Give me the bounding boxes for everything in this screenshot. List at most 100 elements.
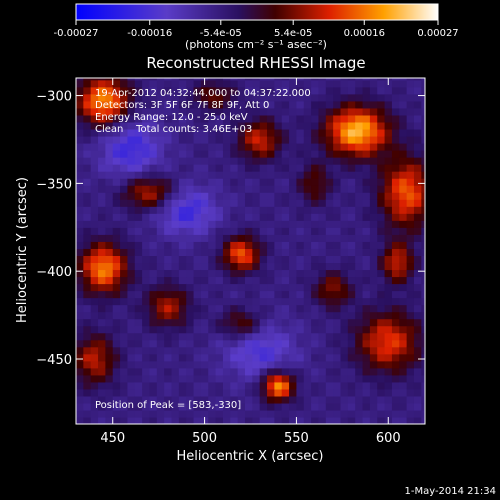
heatmap-cell [311,297,320,306]
heatmap-cell [289,290,298,299]
heatmap-cell [237,121,246,130]
heatmap-cell [215,374,224,383]
heatmap-cell [413,360,422,369]
heatmap-cell [406,388,415,397]
heatmap-cell [259,416,268,424]
heatmap-cell [325,213,334,221]
heatmap-cell [333,171,342,179]
heatmap-cell [391,290,400,299]
heatmap-cell [340,234,349,242]
heatmap-cell [83,262,92,271]
heatmap-cell [90,241,99,249]
heatmap-cell [230,416,239,424]
heatmap-cell [90,353,99,362]
heatmap-cell [90,100,99,109]
heatmap-cell [274,388,283,397]
heatmap-cell [289,178,298,186]
heatmap-cell [142,374,151,383]
heatmap-cell [406,346,415,355]
heatmap-cell [156,367,165,376]
heatmap-cell [333,206,342,214]
heatmap-cell [105,388,114,397]
heatmap-cell [208,269,217,278]
heatmap-cell [83,100,92,109]
heatmap-cell [406,262,415,271]
heatmap-cell [325,318,334,327]
heatmap-cell [200,339,209,348]
heatmap-cell [311,79,320,88]
heatmap-cell [369,150,378,158]
heatmap-cell [413,332,422,341]
heatmap-cell [193,374,202,383]
heatmap-cell [112,339,121,348]
heatmap-cell [267,395,275,404]
heatmap-cell [105,402,114,411]
heatmap-cell [421,135,425,144]
heatmap-cell [222,114,231,123]
heatmap-cell [259,121,268,130]
heatmap-cell [171,255,180,264]
y-tick-label: −300 [36,90,72,105]
heatmap-cell [274,395,283,404]
heatmap-cell [200,353,209,362]
heatmap-cell [399,262,408,271]
heatmap-cell [142,142,151,151]
heatmap-cell [230,332,239,341]
heatmap-cell [230,241,239,249]
heatmap-cell [90,248,99,256]
heatmap-cell [186,100,195,109]
heatmap-cell [142,360,151,369]
heatmap-cell [156,360,165,369]
heatmap-cell [311,178,320,186]
heatmap-cell [391,135,400,144]
heatmap-cell [156,157,165,165]
heatmap-cell [76,381,84,390]
heatmap-cell [281,93,290,102]
heatmap-cell [127,107,136,116]
heatmap-cell [421,164,425,172]
heatmap-cell [105,171,114,179]
heatmap-cell [362,325,371,334]
heatmap-cell [399,206,408,214]
heatmap-cell [377,171,386,179]
heatmap-cell [200,395,209,404]
heatmap-cell [156,128,165,137]
heatmap-cell [156,241,165,249]
heatmap-cell [237,339,246,348]
heatmap-cell [399,227,408,235]
heatmap-cell [391,311,400,320]
heatmap-cell [421,79,425,88]
heatmap-cell [120,171,129,179]
heatmap-cell [178,311,187,320]
heatmap-cell [311,206,320,214]
heatmap-cell [303,185,312,193]
heatmap-cell [391,297,400,306]
heatmap-cell [142,213,151,221]
heatmap-cell [186,248,195,256]
heatmap-cell [296,128,305,137]
heatmap-cell [362,283,371,292]
heatmap-cell [406,199,415,207]
heatmap-cell [164,121,173,130]
heatmap-cell [83,227,92,235]
heatmap-cell [318,367,327,376]
heatmap-cell [347,213,356,221]
heatmap-cell [90,304,99,313]
heatmap-cell [244,402,253,411]
heatmap-cell [399,395,408,404]
heatmap-cell [384,114,393,123]
heatmap-cell [281,199,290,207]
heatmap-cell [377,135,386,144]
heatmap-cell [186,283,195,292]
heatmap-cell [193,395,202,404]
heatmap-cell [156,142,165,151]
heatmap-cell [76,78,84,81]
heatmap-cell [274,276,283,285]
heatmap-cell [413,157,422,165]
heatmap-cell [311,402,320,411]
heatmap-cell [90,234,99,242]
heatmap-cell [281,248,290,256]
heatmap-cell [267,311,275,320]
heatmap-cell [112,276,121,285]
heatmap-cell [98,171,106,179]
